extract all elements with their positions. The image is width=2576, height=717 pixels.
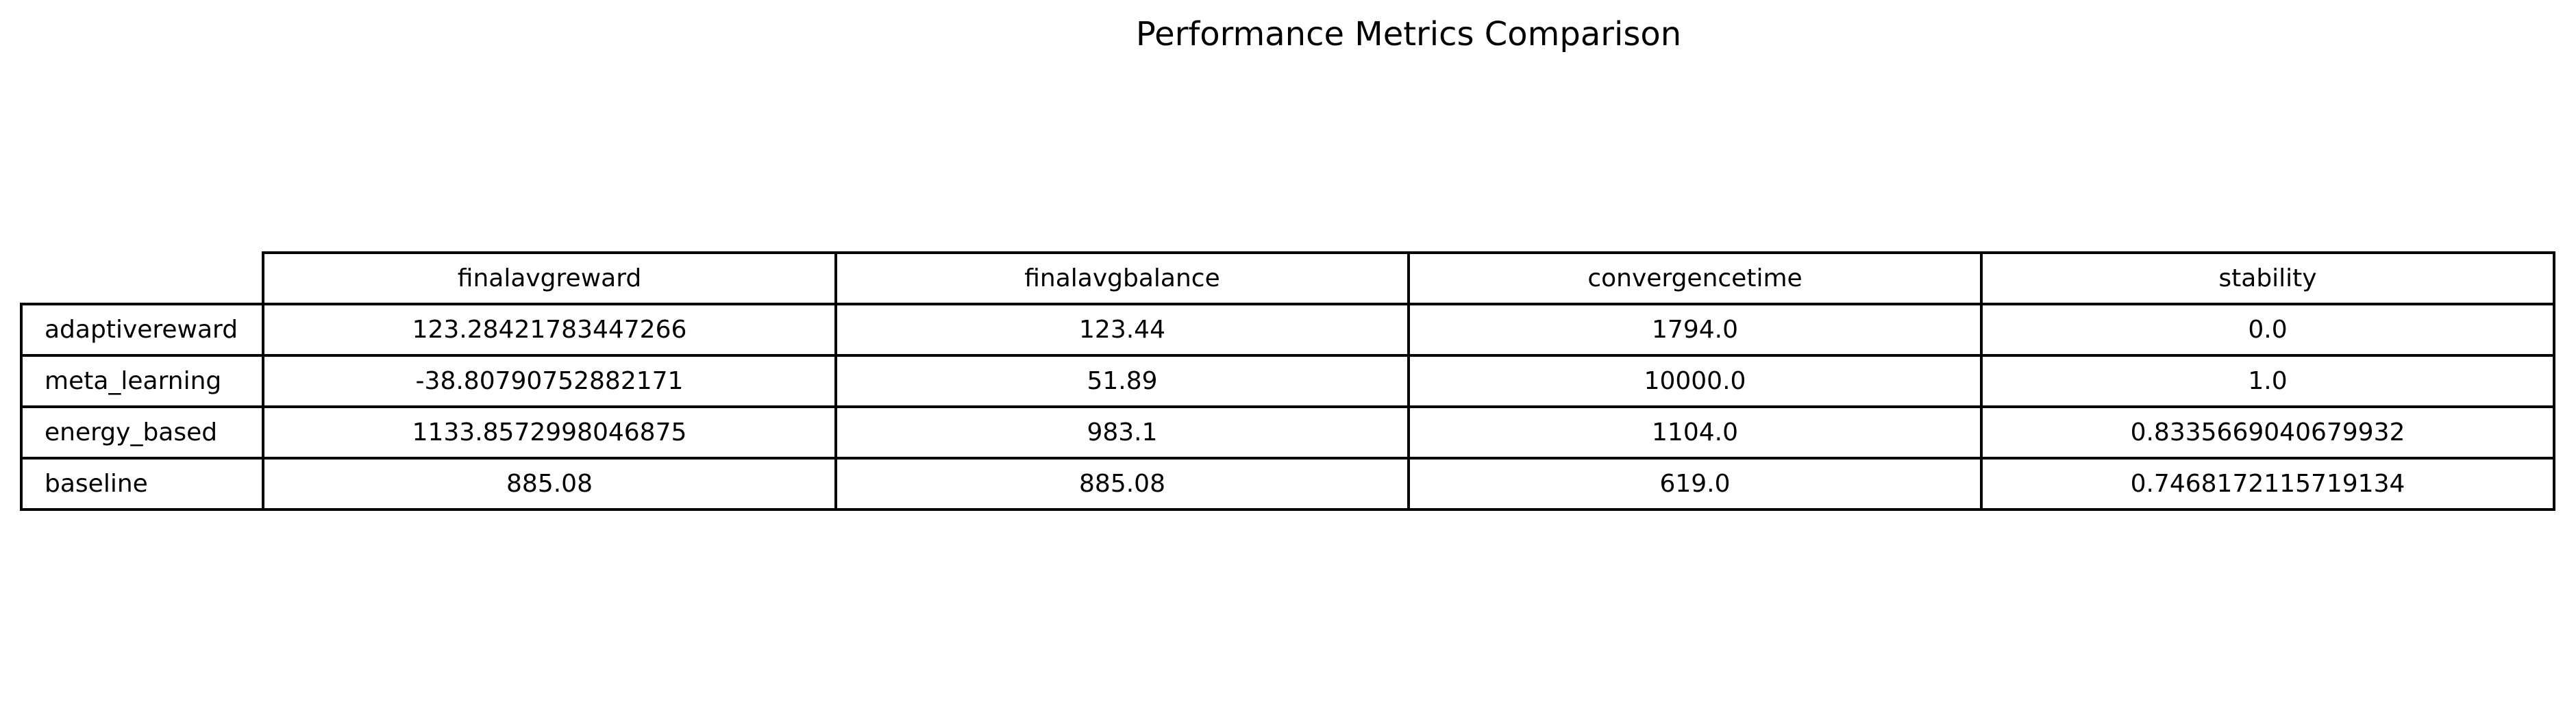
table-cell: 983.1 [834, 405, 1410, 460]
table-row: meta_learning -38.80790752882171 51.89 1… [20, 354, 2555, 408]
metrics-table: finalavgreward finalavgbalance convergen… [20, 251, 2555, 511]
table-row: adaptivereward 123.28421783447266 123.44… [20, 303, 2555, 357]
table-cell: 51.89 [834, 354, 1410, 408]
table-cell: 1104.0 [1407, 405, 1983, 460]
row-label: adaptivereward [20, 303, 264, 357]
chart-title: Performance Metrics Comparison [1135, 15, 1682, 53]
table-cell: 0.0 [1980, 303, 2555, 357]
table-corner-cell [21, 253, 264, 305]
table-cell: 619.0 [1407, 457, 1983, 511]
column-header-finalavgbalance: finalavgbalance [834, 251, 1410, 305]
row-label: meta_learning [20, 354, 264, 408]
table-cell: 10000.0 [1407, 354, 1983, 408]
column-header-convergencetime: convergencetime [1407, 251, 1983, 305]
table-cell: 885.08 [834, 457, 1410, 511]
table-cell: 123.44 [834, 303, 1410, 357]
table-cell: 1133.8572998046875 [262, 405, 837, 460]
table-cell: 885.08 [262, 457, 837, 511]
table-cell: 0.8335669040679932 [1980, 405, 2555, 460]
table-cell: 1.0 [1980, 354, 2555, 408]
table-header-row: finalavgreward finalavgbalance convergen… [21, 251, 2555, 305]
table-cell: 0.7468172115719134 [1980, 457, 2555, 511]
column-header-finalavgreward: finalavgreward [262, 251, 837, 305]
table-cell: 1794.0 [1407, 303, 1983, 357]
row-label: baseline [20, 457, 264, 511]
table-cell: -38.80790752882171 [262, 354, 837, 408]
table-row: energy_based 1133.8572998046875 983.1 11… [20, 405, 2555, 460]
table-cell: 123.28421783447266 [262, 303, 837, 357]
row-label: energy_based [20, 405, 264, 460]
table-row: baseline 885.08 885.08 619.0 0.746817211… [20, 457, 2555, 511]
column-header-stability: stability [1980, 251, 2555, 305]
